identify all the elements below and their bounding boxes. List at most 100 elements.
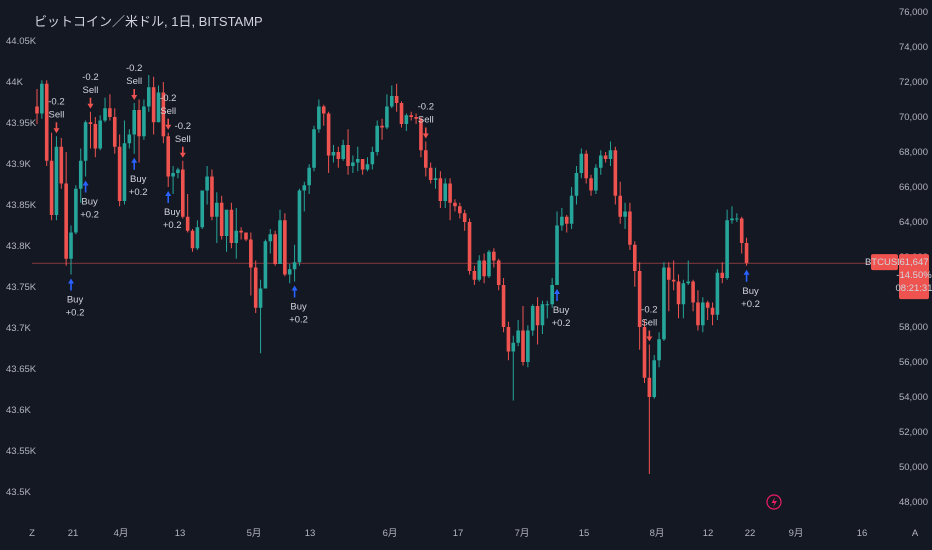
buy-signal: Buy +0.2 [66,278,84,319]
buy-signal: Buy +0.2 [552,289,570,329]
candle-body [64,183,68,259]
right-axis-tick: 52,000 [899,427,928,438]
candle-body [49,160,54,215]
candle-body [278,220,282,264]
candle-body [477,260,482,280]
candle [526,325,530,368]
candle-body [453,202,457,207]
candle [579,148,584,179]
candle-body [506,327,511,352]
buy-signal: Buy +0.2 [80,180,99,221]
candle [594,164,598,194]
right-axis-tick: 58,000 [899,322,928,333]
candle [467,218,472,275]
candle-body [594,167,598,191]
candle-body [535,306,540,326]
candle-body [283,220,287,275]
candle [506,321,511,361]
candle [710,302,715,326]
left-axis-tick: 43.75K [6,282,37,293]
candle-body [83,122,88,161]
candle-body [195,227,200,249]
candle [647,344,652,474]
right-axis-tick: 68,000 [899,147,928,158]
left-axis-tick: 43.85K [6,200,37,211]
candle [628,202,632,250]
left-axis-tick: 43.5K [6,487,31,498]
candle [146,75,151,112]
candle [404,113,409,131]
candle-body [458,206,462,214]
candle [438,171,443,208]
candle [715,269,720,320]
sell-signal: -0.2 Sell [418,102,434,139]
candle [224,209,229,252]
left-axis-tick: 43.7K [6,323,31,334]
candle [618,181,622,224]
candle-body [166,136,171,177]
candle [215,192,219,243]
candle [696,290,700,331]
right-axis-tick: 72,000 [899,77,928,88]
candle-body [224,209,229,236]
candle-body [389,96,394,107]
sell-label: Sell [49,109,65,120]
candle-body [171,173,175,177]
price-badge [899,254,929,300]
lightning-icon[interactable] [766,494,782,510]
left-axis-tick: 43.95K [6,118,37,129]
candle-body [40,83,44,114]
candle [414,113,418,124]
candle-body [244,232,248,240]
candle-body [720,272,725,278]
sell-arrow-head [53,128,60,134]
candle [662,262,666,341]
candle [540,300,545,334]
sell-label: Sell [126,76,142,87]
x-axis-tick: 4月 [114,528,129,539]
buy-arrow-head [291,285,298,291]
candle-body [647,377,652,397]
candle-body [263,241,268,289]
candle-body [623,211,627,217]
candle-body [132,110,136,135]
candle-body [360,159,365,170]
candle-body [424,150,428,168]
candle [608,141,613,166]
candle-body [93,124,98,149]
candle [35,89,39,124]
candle-body [501,285,506,327]
candle [263,239,268,289]
candle-body [467,222,472,271]
candle [49,132,54,221]
buy-arrow-head [68,278,75,284]
candle-body [681,283,686,305]
candle-body [691,281,695,303]
right-axis-tick: 76,000 [899,7,928,18]
x-axis-tick: 7月 [515,528,530,539]
candle-body [657,339,661,361]
x-axis-tick: 8月 [650,528,665,539]
candle-body [404,115,409,124]
candle-body [268,234,273,242]
candle [428,162,433,184]
candle [98,115,102,151]
candle [409,111,414,121]
candle-body [598,155,603,168]
candle-body [321,106,326,114]
candle [394,83,399,112]
candle [424,141,428,177]
candle [462,209,467,231]
buy-arrow-head [165,191,172,196]
candle-body [492,251,496,261]
right-axis-tick: 50,000 [899,462,928,473]
candle [103,97,107,123]
candle [40,80,44,119]
buy-arrow-head [743,269,750,275]
candle-body [380,125,384,128]
x-axis-tick: 17 [453,528,464,539]
sell-signal: -0.2 Sell [160,93,176,130]
candle-body [550,285,554,305]
candle [205,166,209,205]
